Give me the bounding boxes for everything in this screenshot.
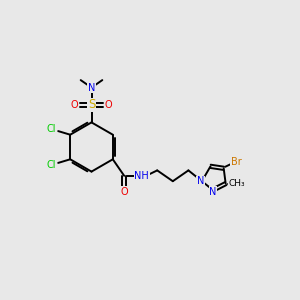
- Text: NH: NH: [134, 171, 149, 181]
- Text: N: N: [197, 176, 204, 186]
- Text: Br: Br: [231, 157, 242, 167]
- Text: Cl: Cl: [47, 160, 56, 170]
- Text: O: O: [104, 100, 112, 110]
- Text: S: S: [88, 98, 95, 112]
- Text: O: O: [120, 187, 128, 197]
- Text: CH₃: CH₃: [229, 179, 245, 188]
- Text: O: O: [71, 100, 79, 110]
- Text: N: N: [209, 187, 217, 196]
- Text: N: N: [88, 82, 95, 93]
- Text: Cl: Cl: [47, 124, 56, 134]
